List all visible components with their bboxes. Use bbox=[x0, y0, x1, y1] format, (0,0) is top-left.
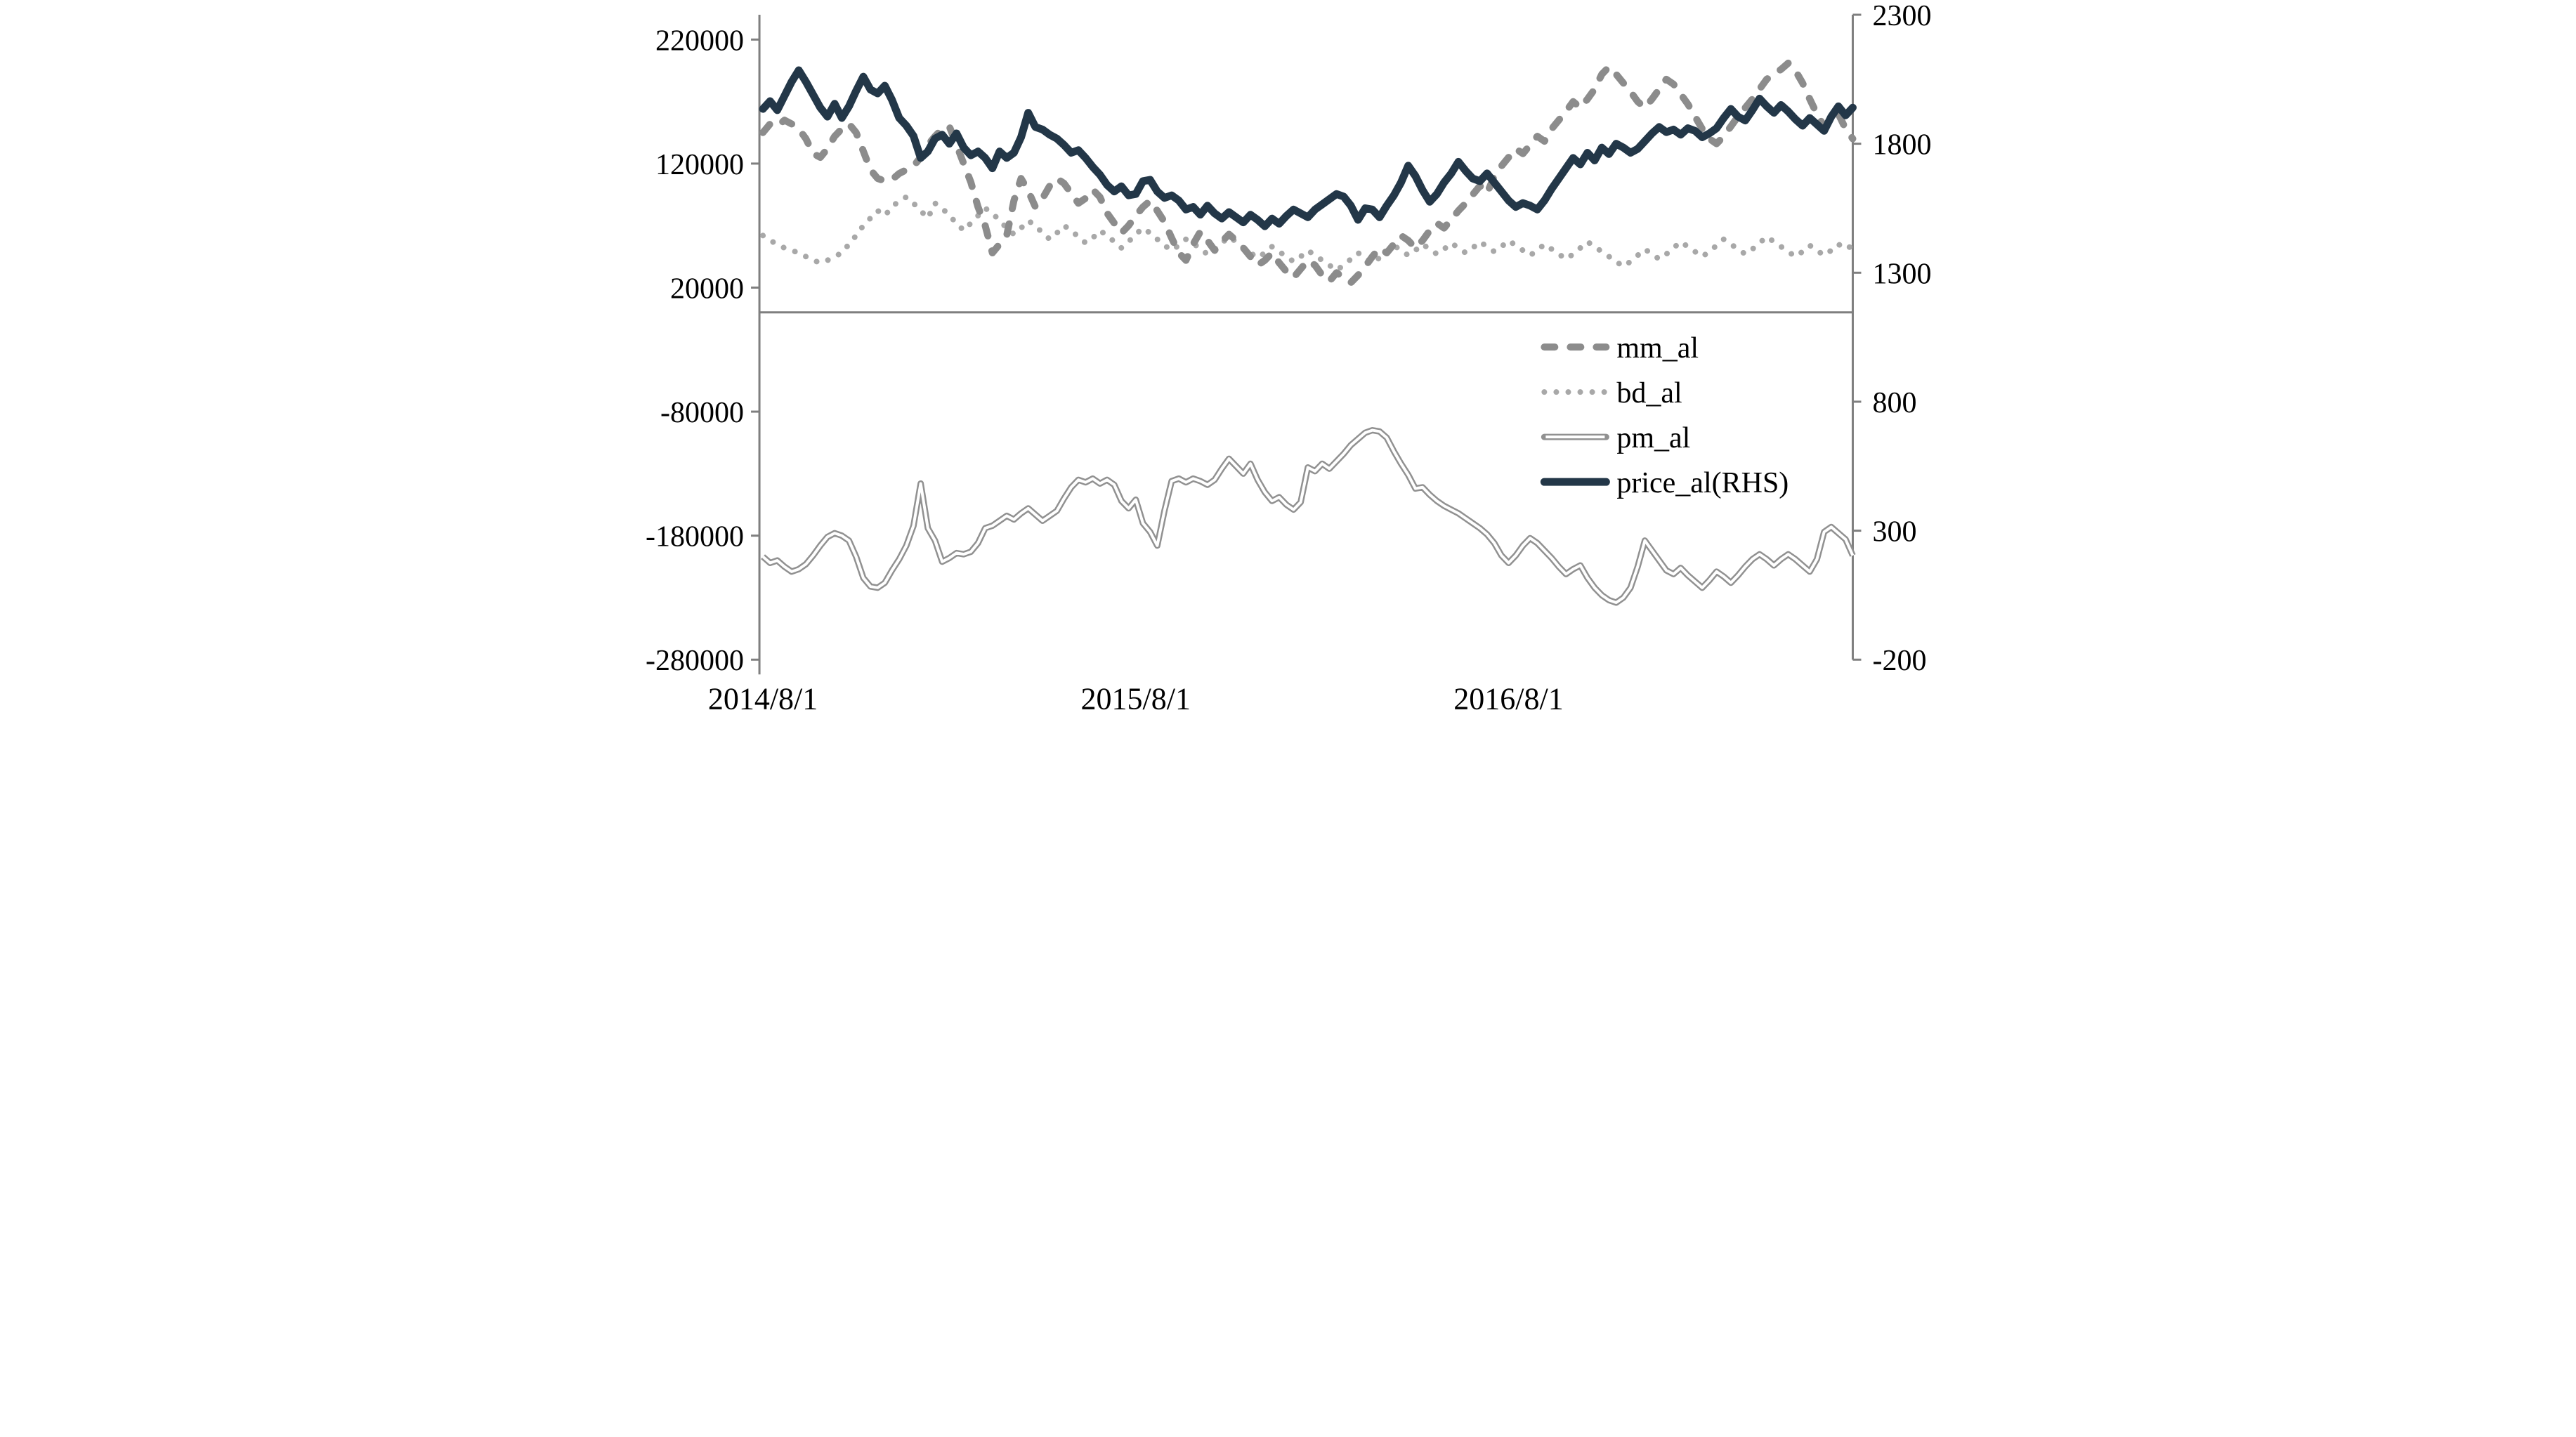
left-axis-tick-label: -80000 bbox=[660, 397, 744, 429]
x-axis-label: 2014/8/1 bbox=[707, 681, 817, 716]
series-mm_al bbox=[759, 59, 1856, 287]
right-axis-tick-label: -200 bbox=[1872, 645, 1926, 677]
left-axis-tick-label: 20000 bbox=[670, 273, 744, 305]
right-axis-tick-label: 300 bbox=[1872, 516, 1916, 549]
right-axis-tick-label: 2300 bbox=[1872, 0, 1931, 32]
left-axis-tick-label: 220000 bbox=[655, 25, 744, 57]
series-pm_al-inner bbox=[761, 428, 1854, 605]
dual-axis-line-chart: 220000 120000 20000 -80000 -180000 -280000 230… bbox=[643, 0, 1933, 719]
x-axis-label: 2016/8/1 bbox=[1453, 681, 1563, 716]
right-axis-tick-label: 1300 bbox=[1872, 258, 1931, 290]
legend-label: pm_al bbox=[1616, 422, 1690, 454]
left-axis-tick-label: -280000 bbox=[646, 645, 744, 677]
left-axis-tick-label: 120000 bbox=[655, 149, 744, 181]
left-axis-tick-label: -180000 bbox=[646, 521, 744, 553]
right-axis-tick-label: 800 bbox=[1872, 387, 1916, 419]
right-axis-tick-label: 1800 bbox=[1872, 129, 1931, 162]
legend-label: price_al(RHS) bbox=[1616, 467, 1789, 499]
series-bd_al bbox=[759, 194, 1855, 273]
x-axis-label: 2015/8/1 bbox=[1080, 681, 1190, 716]
legend-label: bd_al bbox=[1616, 377, 1682, 409]
chart-canvas: 220000 120000 20000 -80000 -180000 -280000 230… bbox=[643, 0, 1933, 719]
legend-label: mm_al bbox=[1616, 332, 1699, 365]
series-price_al(RHS) bbox=[759, 66, 1857, 230]
